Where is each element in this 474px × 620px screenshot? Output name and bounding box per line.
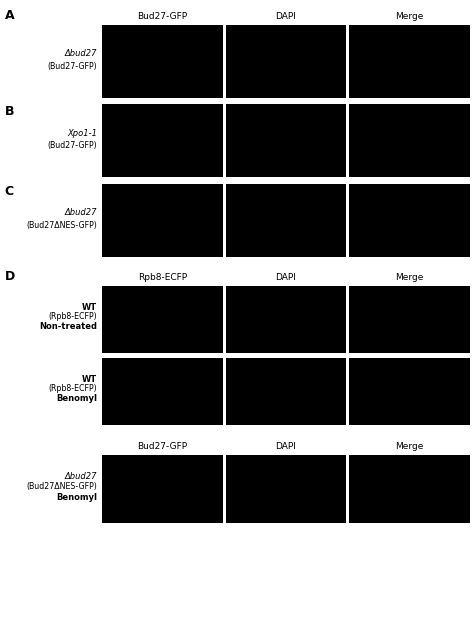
Text: (Bud27-GFP): (Bud27-GFP): [47, 141, 97, 150]
Text: Non-treated: Non-treated: [39, 322, 97, 330]
Text: (Rpb8-ECFP): (Rpb8-ECFP): [48, 384, 97, 392]
Text: A: A: [5, 9, 14, 22]
Text: (Bud27-GFP): (Bud27-GFP): [47, 62, 97, 71]
Text: Bud27-GFP: Bud27-GFP: [137, 442, 187, 451]
Text: Merge: Merge: [396, 273, 424, 282]
Text: Xpo1-1: Xpo1-1: [67, 129, 97, 138]
Text: Bud27-GFP: Bud27-GFP: [137, 12, 187, 20]
Text: B: B: [5, 105, 14, 118]
Text: WT: WT: [82, 303, 97, 312]
Text: C: C: [5, 185, 14, 198]
Text: Δbud27: Δbud27: [64, 472, 97, 481]
Text: (Rpb8-ECFP): (Rpb8-ECFP): [48, 312, 97, 321]
Text: DAPI: DAPI: [275, 273, 297, 282]
Text: D: D: [5, 270, 15, 283]
Text: Benomyl: Benomyl: [56, 394, 97, 402]
Text: Rpb8-ECFP: Rpb8-ECFP: [138, 273, 187, 282]
Text: Δbud27: Δbud27: [64, 208, 97, 217]
Text: DAPI: DAPI: [275, 12, 297, 20]
Text: Merge: Merge: [396, 442, 424, 451]
Text: Δbud27: Δbud27: [64, 50, 97, 58]
Text: Merge: Merge: [396, 12, 424, 20]
Text: (Bud27ΔNES-GFP): (Bud27ΔNES-GFP): [27, 221, 97, 229]
Text: WT: WT: [82, 375, 97, 384]
Text: Benomyl: Benomyl: [56, 493, 97, 502]
Text: (Bud27ΔNES-GFP): (Bud27ΔNES-GFP): [27, 482, 97, 491]
Text: DAPI: DAPI: [275, 442, 297, 451]
